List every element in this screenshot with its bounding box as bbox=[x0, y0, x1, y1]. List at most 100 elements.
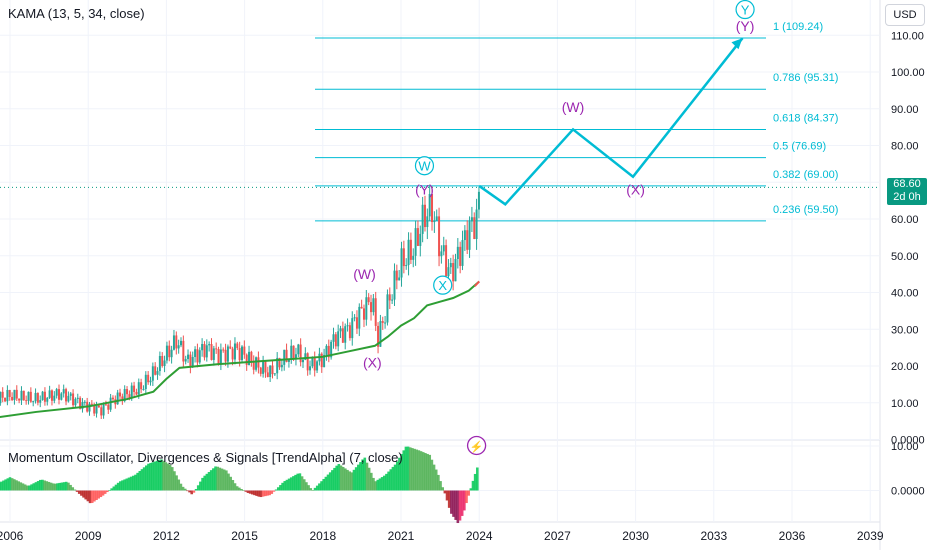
candle-body bbox=[88, 403, 91, 412]
candle-body bbox=[109, 397, 112, 410]
candle-body bbox=[25, 400, 28, 402]
oscillator-bar bbox=[153, 461, 157, 491]
oscillator-bar bbox=[385, 473, 388, 491]
candle-body bbox=[194, 349, 197, 357]
candle-body bbox=[304, 353, 307, 360]
candle-body bbox=[18, 398, 21, 401]
oscillator-bar bbox=[357, 464, 360, 491]
wave-label: (X) bbox=[363, 354, 382, 370]
oscillator-bar bbox=[32, 483, 36, 491]
y-tick-label: 50.00 bbox=[891, 251, 919, 263]
oscillator-bar bbox=[177, 479, 181, 491]
candle-body bbox=[306, 353, 309, 371]
candle-body bbox=[297, 344, 300, 355]
oscillator-bar bbox=[274, 489, 278, 491]
candle-body bbox=[50, 390, 53, 401]
oscillator-bar bbox=[272, 490, 276, 492]
oscillator-bar bbox=[186, 490, 189, 492]
candle-body bbox=[449, 263, 452, 268]
candle-body bbox=[252, 361, 255, 370]
oscillator-bar bbox=[127, 477, 131, 491]
kama-indicator-title[interactable]: KAMA (13, 5, 34, close) bbox=[8, 6, 145, 21]
candle-body bbox=[372, 298, 375, 313]
signal-marker-icon: ⚡ bbox=[470, 440, 484, 453]
oscillator-indicator-title[interactable]: Momentum Oscillator, Divergences & Signa… bbox=[8, 450, 403, 465]
oscillator-bar bbox=[324, 476, 328, 491]
oscillator-bar bbox=[370, 472, 373, 491]
oscillator-bar bbox=[337, 464, 341, 491]
kama-line bbox=[0, 280, 480, 419]
oscillator-bar bbox=[240, 489, 243, 491]
oscillator-bar bbox=[261, 490, 265, 497]
oscillator-bar bbox=[41, 479, 44, 491]
oscillator-bar bbox=[13, 479, 16, 491]
oscillator-bar bbox=[400, 454, 403, 491]
oscillator-bar bbox=[266, 490, 269, 496]
oscillator-bar bbox=[292, 476, 295, 491]
candle-body bbox=[32, 401, 35, 403]
oscillator-bar bbox=[10, 478, 14, 491]
oscillator-bar bbox=[101, 490, 105, 496]
oscillator-bar bbox=[71, 487, 75, 491]
oscillator-bar bbox=[170, 467, 174, 491]
oscillator-bar bbox=[54, 483, 57, 491]
candle-body bbox=[205, 345, 208, 358]
oscillator-bar bbox=[233, 483, 237, 491]
oscillator-bar bbox=[225, 470, 228, 491]
candle-body bbox=[121, 396, 124, 402]
candle-body bbox=[177, 345, 180, 349]
oscillator-bar bbox=[149, 462, 152, 491]
oscillator-bar bbox=[77, 490, 81, 494]
candle-body bbox=[362, 308, 365, 320]
candle-body bbox=[344, 326, 347, 343]
oscillator-bar bbox=[408, 447, 412, 491]
oscillator-bar bbox=[307, 485, 310, 491]
candle-body bbox=[137, 382, 140, 395]
x-tick-label: 2012 bbox=[153, 529, 180, 543]
oscillator-bar bbox=[116, 482, 120, 491]
candle-body bbox=[187, 354, 190, 360]
candle-body bbox=[323, 354, 326, 368]
candle-body bbox=[461, 240, 464, 266]
oscillator-bar bbox=[157, 460, 161, 491]
currency-button[interactable]: USD bbox=[885, 4, 925, 26]
oscillator-bar bbox=[389, 469, 393, 491]
oscillator-bar bbox=[296, 473, 300, 491]
candle-body bbox=[435, 216, 438, 221]
oscillator-bar bbox=[350, 472, 354, 491]
x-tick-label: 2033 bbox=[700, 529, 727, 543]
candle-body bbox=[428, 194, 431, 217]
oscillator-bar bbox=[255, 490, 258, 496]
oscillator-bar bbox=[281, 482, 284, 491]
oscillator-bar bbox=[419, 451, 423, 491]
candle-body bbox=[116, 392, 119, 405]
candle-body bbox=[58, 389, 61, 400]
candle-body bbox=[445, 245, 448, 277]
candle-body bbox=[128, 394, 131, 398]
candle-body bbox=[266, 372, 269, 377]
candle-body bbox=[182, 340, 185, 362]
oscillator-bar bbox=[30, 484, 33, 491]
candle-body bbox=[388, 294, 391, 301]
oscillator-bar bbox=[458, 490, 462, 521]
candle-body bbox=[334, 334, 337, 347]
candle-body bbox=[379, 321, 382, 347]
oscillator-bar bbox=[6, 478, 10, 491]
wave-circle-marker bbox=[433, 275, 453, 295]
oscillator-bar bbox=[199, 481, 202, 491]
oscillator-bar bbox=[151, 462, 155, 491]
candle-body bbox=[454, 259, 457, 282]
candle-body bbox=[224, 349, 227, 362]
oscillator-bar bbox=[387, 471, 390, 491]
oscillator-bar bbox=[302, 479, 306, 491]
candle-body bbox=[381, 321, 384, 323]
oscillator-bar bbox=[64, 481, 68, 491]
oscillator-bar bbox=[363, 457, 367, 491]
oscillator-bar bbox=[134, 474, 137, 491]
candle-body bbox=[198, 350, 201, 363]
oscillator-bar bbox=[398, 457, 401, 491]
candle-body bbox=[365, 297, 368, 320]
candle-body bbox=[283, 349, 286, 365]
candle-body bbox=[168, 345, 171, 358]
